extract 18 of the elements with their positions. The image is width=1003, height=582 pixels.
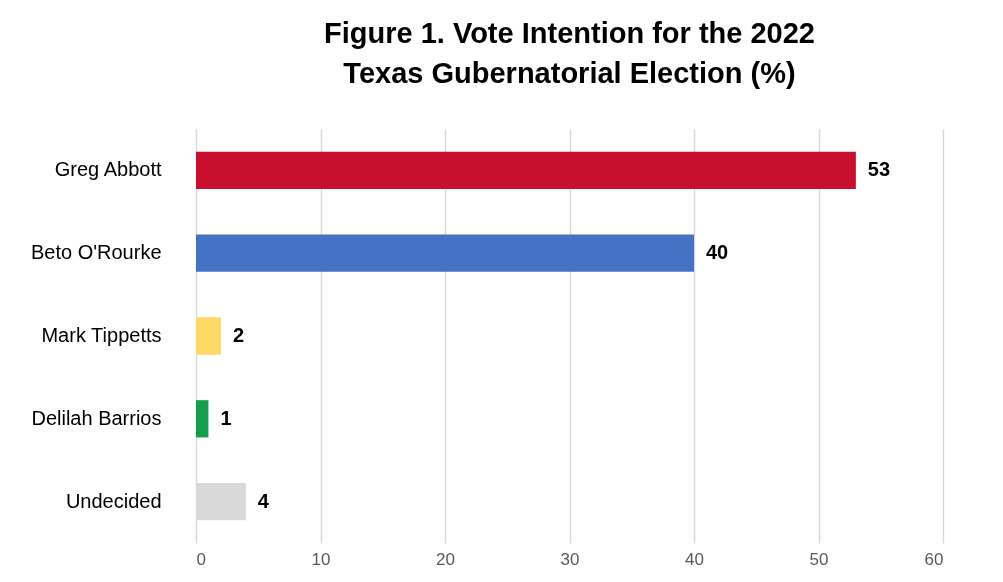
chart-title: Figure 1. Vote Intention for the 2022 Texas Gubernatorial Election (%) (324, 17, 815, 89)
y-tick-label: Greg Abbott (54, 158, 162, 181)
x-tick-label: 0 (196, 549, 206, 569)
data-label: 40 (706, 241, 729, 264)
y-tick-label: Undecided (65, 489, 162, 512)
data-label: 1 (220, 406, 232, 429)
data-label: 2 (232, 324, 245, 346)
x-tick-label: 40 (685, 549, 704, 569)
x-tick-label: 50 (809, 549, 829, 569)
x-tick-label: 10 (311, 549, 331, 569)
data-label: 53 (867, 158, 891, 181)
x-tick-label: 60 (924, 549, 944, 569)
x-tick-label: 30 (560, 549, 580, 569)
x-tick-label: 20 (436, 549, 455, 569)
y-tick-label: Delilah Barrios (31, 406, 162, 429)
y-tick-label: Beto O'Rourke (30, 241, 162, 264)
y-tick-label: Mark Tippetts (41, 324, 162, 346)
data-label: 4 (257, 489, 270, 512)
